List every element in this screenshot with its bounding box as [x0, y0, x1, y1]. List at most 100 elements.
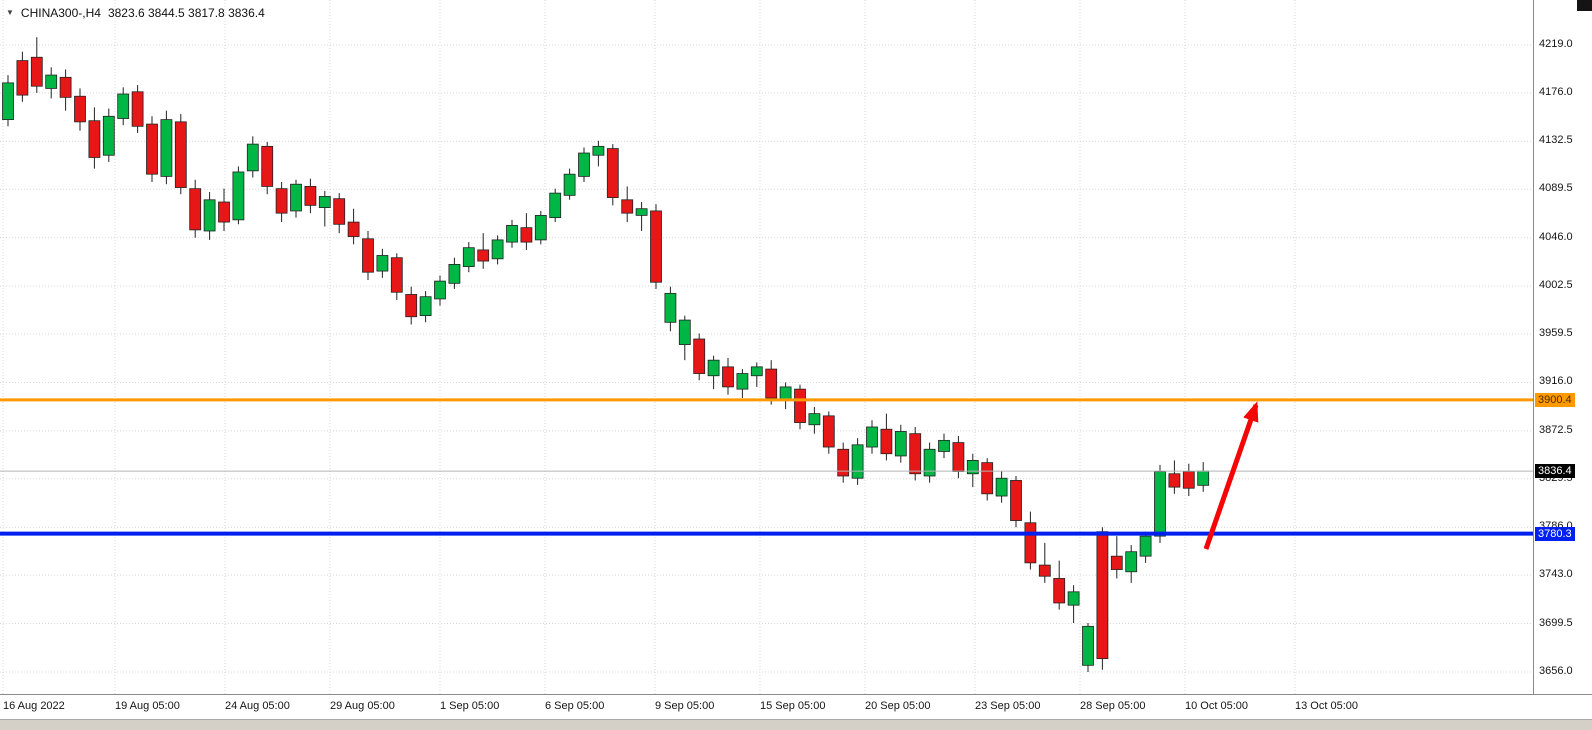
- candle-bearish: [794, 388, 806, 423]
- candle-bullish: [290, 183, 302, 212]
- candle-bearish: [174, 121, 187, 188]
- candle-bearish: [1182, 471, 1195, 489]
- candle-bearish: [1096, 531, 1109, 660]
- time-tick-label: 23 Sep 05:00: [975, 700, 1041, 712]
- current-price-tag: 3836.4: [1535, 464, 1575, 479]
- candle-bearish: [333, 198, 346, 225]
- candle-bullish: [448, 263, 461, 284]
- hline-price-tag-3900-4: 3900.4: [1535, 392, 1575, 407]
- candle-bullish: [1067, 591, 1080, 606]
- candle-bullish: [491, 239, 504, 260]
- price-tick-label: 3959.5: [1539, 326, 1573, 339]
- candle-bullish: [2, 82, 14, 121]
- candle-bearish: [837, 448, 850, 477]
- candle-bearish: [722, 366, 734, 388]
- trend-arrow[interactable]: [1203, 401, 1259, 550]
- candle-bearish: [30, 56, 43, 87]
- candle-bullish: [736, 373, 749, 390]
- candle-bearish: [88, 120, 101, 158]
- candle-bullish: [45, 74, 58, 89]
- candle-bullish: [750, 366, 763, 377]
- candle-bearish: [981, 462, 994, 495]
- price-tick-label: 3872.5: [1539, 423, 1573, 436]
- candle-bearish: [1024, 522, 1037, 564]
- price-axis[interactable]: 4219.0 4176.0 4132.5 4089.5 4046.0 4002.5 3959…: [1533, 0, 1592, 694]
- price-tick-label: 4046.0: [1539, 230, 1573, 243]
- candle-bearish: [477, 249, 490, 262]
- candle-bullish: [894, 431, 907, 457]
- price-tick-label: 4176.0: [1539, 85, 1573, 98]
- symbol-timeframe-label: CHINA300-,H4: [20, 6, 101, 20]
- candle-bearish: [74, 95, 86, 123]
- price-tick-label: 3699.5: [1539, 616, 1573, 629]
- candle-bearish: [1010, 480, 1022, 521]
- candle-bullish: [102, 115, 115, 156]
- candle-bullish: [578, 152, 590, 177]
- window-bottom-edge: [0, 719, 1592, 730]
- hline-price-tag-3780-3: 3780.3: [1535, 526, 1575, 541]
- price-tick-label: 4132.5: [1539, 134, 1573, 147]
- candle-bullish: [866, 426, 878, 448]
- time-tick-label: 9 Sep 05:00: [655, 700, 715, 712]
- candle-bullish: [851, 444, 864, 479]
- candle-bearish: [261, 145, 274, 187]
- candle-bullish: [376, 255, 389, 272]
- price-tick-label: 4002.5: [1539, 279, 1573, 292]
- candle-bullish: [506, 225, 518, 243]
- candle-bullish: [678, 319, 691, 345]
- collapse-arrow-icon[interactable]: ▼: [6, 8, 14, 17]
- candle-bullish: [808, 413, 821, 426]
- candle-bearish: [59, 76, 72, 98]
- candle-bearish: [693, 338, 706, 374]
- candle-bearish: [1038, 564, 1051, 577]
- candle-bullish: [203, 199, 216, 232]
- candle-bearish: [621, 199, 634, 214]
- candle-bullish: [117, 93, 130, 119]
- candle-bullish: [938, 439, 950, 452]
- candle-bullish: [1125, 551, 1138, 573]
- candle-bearish: [16, 60, 29, 96]
- candle-bearish: [520, 227, 533, 243]
- candle-bearish: [275, 188, 288, 214]
- candle-bullish: [563, 173, 576, 196]
- candle-bearish: [952, 442, 965, 472]
- candle-bearish: [189, 188, 202, 231]
- candle-bearish: [606, 148, 619, 198]
- candle-bearish: [131, 91, 144, 127]
- time-tick-label: 16 Aug 2022: [3, 700, 65, 712]
- candle-bullish: [1139, 535, 1152, 557]
- candle-bearish: [347, 221, 360, 237]
- candle-bearish: [390, 257, 403, 293]
- candle-bullish: [664, 292, 677, 323]
- candle-bullish: [779, 386, 792, 401]
- time-axis[interactable]: 16 Aug 2022 19 Aug 05:00 24 Aug 05:00 29 Au…: [0, 694, 1592, 720]
- candle-bearish: [405, 294, 418, 318]
- ohlc-values-label: 3823.6 3844.5 3817.8 3836.4: [107, 6, 265, 20]
- candle-bearish: [822, 415, 835, 448]
- chart-plot-area: ▼ CHINA300-,H4 3823.6 3844.5 3817.8 3836…: [0, 0, 1533, 694]
- candle-bullish: [592, 145, 605, 156]
- time-tick-label: 10 Oct 05:00: [1185, 700, 1248, 712]
- candle-bearish: [146, 123, 158, 175]
- symbol-header: ▼ CHINA300-,H4 3823.6 3844.5 3817.8 3836…: [6, 6, 265, 20]
- window-corner-fragment: [1577, 0, 1592, 11]
- candle-bearish: [1168, 473, 1181, 488]
- candlestick-chart[interactable]: [0, 0, 1533, 694]
- candle-bullish: [246, 143, 259, 172]
- candle-bullish: [419, 296, 432, 317]
- time-tick-label: 28 Sep 05:00: [1080, 700, 1146, 712]
- time-tick-label: 13 Oct 05:00: [1295, 700, 1358, 712]
- candle-bearish: [1110, 555, 1123, 570]
- candle-bearish: [765, 368, 778, 399]
- price-tick-label: 3743.0: [1539, 568, 1573, 581]
- candle-bullish: [160, 119, 173, 177]
- time-tick-label: 6 Sep 05:00: [545, 700, 605, 712]
- price-tick-label: 3916.0: [1539, 375, 1573, 388]
- time-tick-label: 29 Aug 05:00: [330, 700, 395, 712]
- candle-bullish: [434, 280, 446, 300]
- candle-bullish: [1197, 470, 1210, 486]
- candle-bearish: [362, 238, 374, 273]
- price-tick-label: 4089.5: [1539, 182, 1573, 195]
- candle-bullish: [995, 477, 1008, 497]
